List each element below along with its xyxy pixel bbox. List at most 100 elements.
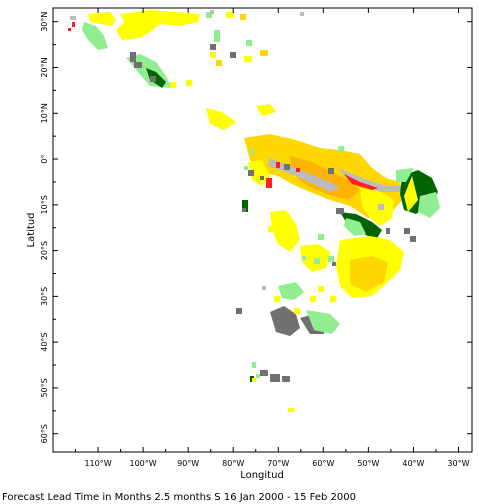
forecast-cell: [286, 236, 292, 242]
forecast-patch: [344, 218, 366, 236]
forecast-cell: [328, 256, 334, 262]
forecast-cell: [236, 308, 242, 314]
y-tick-label: 20°N: [40, 57, 49, 77]
y-axis-ticks: 30°N 20°N 10°N 0° 10°S 20°S 30°S 40°S 50°S 60°S: [40, 12, 472, 443]
forecast-patch: [256, 104, 276, 116]
forecast-cell: [330, 296, 336, 302]
forecast-cell: [328, 168, 334, 174]
map-plot-frame: [52, 7, 473, 453]
forecast-field-layer: [68, 10, 440, 412]
forecast-cell: [206, 12, 212, 18]
forecast-cell: [296, 168, 300, 172]
forecast-cell: [248, 170, 254, 176]
forecast-cell: [246, 40, 252, 46]
forecast-cell: [294, 308, 300, 314]
forecast-cell: [134, 62, 142, 68]
forecast-cell: [386, 228, 390, 234]
forecast-cell: [210, 44, 216, 50]
forecast-patch: [344, 174, 378, 190]
forecast-cell: [276, 162, 280, 168]
x-tick-label: 40°W: [402, 459, 424, 468]
forecast-patch: [418, 192, 440, 218]
y-tick-label: 60°S: [40, 424, 49, 443]
x-tick-label: 50°W: [357, 459, 379, 468]
map-caption: Forecast Lead Time in Months 2.5 months …: [2, 492, 356, 503]
forecast-cell: [274, 296, 280, 302]
forecast-cell: [332, 262, 336, 266]
forecast-cell: [170, 82, 176, 88]
forecast-cell: [214, 30, 220, 42]
y-axis-title: Latitud: [26, 212, 37, 247]
y-tick-label: 30°S: [40, 287, 49, 306]
forecast-cell: [186, 80, 192, 86]
forecast-cell: [302, 256, 306, 260]
y-tick-label: 30°N: [40, 12, 49, 32]
x-tick-label: 80°W: [222, 459, 244, 468]
forecast-cell: [244, 166, 248, 170]
forecast-cell: [300, 12, 304, 16]
forecast-patch: [396, 168, 414, 182]
forecast-cell: [216, 60, 222, 66]
forecast-patch: [116, 10, 200, 40]
forecast-cell: [244, 56, 252, 62]
forecast-cell: [338, 146, 344, 152]
forecast-patch: [248, 160, 270, 186]
forecast-cell: [378, 204, 384, 210]
forecast-cell: [210, 52, 216, 58]
x-tick-label: 70°W: [267, 459, 289, 468]
forecast-cell: [410, 236, 416, 242]
forecast-cell: [310, 296, 316, 302]
y-tick-label: 20°S: [40, 241, 49, 260]
forecast-cell: [260, 370, 268, 376]
forecast-cell: [262, 286, 266, 290]
x-tick-label: 110°W: [84, 459, 111, 468]
forecast-cell: [230, 52, 236, 58]
forecast-cell: [150, 76, 156, 82]
forecast-cell: [210, 10, 214, 14]
x-tick-label: 30°W: [447, 459, 469, 468]
forecast-cell: [404, 228, 410, 234]
forecast-cell: [318, 234, 324, 240]
forecast-cell: [260, 50, 268, 56]
forecast-cell: [256, 374, 260, 378]
forecast-patch: [290, 156, 360, 200]
forecast-cell: [226, 12, 234, 18]
forecast-cell: [72, 22, 75, 27]
y-tick-label: 0°: [40, 155, 49, 164]
forecast-patch: [360, 188, 394, 226]
forecast-cell: [318, 286, 324, 292]
y-tick-label: 10°N: [40, 103, 49, 123]
forecast-cell: [260, 176, 264, 180]
forecast-cell: [268, 226, 272, 232]
y-tick-label: 10°S: [40, 195, 49, 214]
forecast-patch: [270, 306, 300, 336]
forecast-patch: [306, 310, 340, 334]
y-tick-label: 40°S: [40, 333, 49, 352]
forecast-cell: [270, 374, 280, 382]
x-tick-label: 100°W: [130, 459, 157, 468]
forecast-patch: [270, 210, 300, 252]
forecast-cell: [252, 378, 256, 382]
x-tick-label: 60°W: [312, 459, 334, 468]
x-tick-label: 90°W: [177, 459, 199, 468]
x-axis-title: Longitud: [240, 470, 284, 481]
forecast-cell: [70, 16, 76, 20]
forecast-patch: [278, 282, 304, 300]
forecast-cell: [242, 208, 246, 212]
forecast-patch: [82, 22, 108, 50]
y-tick-label: 50°S: [40, 378, 49, 397]
forecast-cell: [68, 28, 71, 31]
forecast-cell: [282, 376, 290, 382]
forecast-cell: [242, 200, 248, 212]
forecast-patch: [338, 168, 404, 192]
forecast-cell: [288, 408, 294, 412]
forecast-patch: [88, 12, 116, 26]
forecast-cell: [284, 164, 290, 170]
forecast-cell: [266, 178, 272, 188]
forecast-cell: [252, 362, 256, 368]
forecast-cell: [130, 52, 136, 62]
forecast-patch: [404, 176, 418, 212]
forecast-cell: [240, 14, 246, 20]
forecast-cell: [250, 150, 254, 154]
